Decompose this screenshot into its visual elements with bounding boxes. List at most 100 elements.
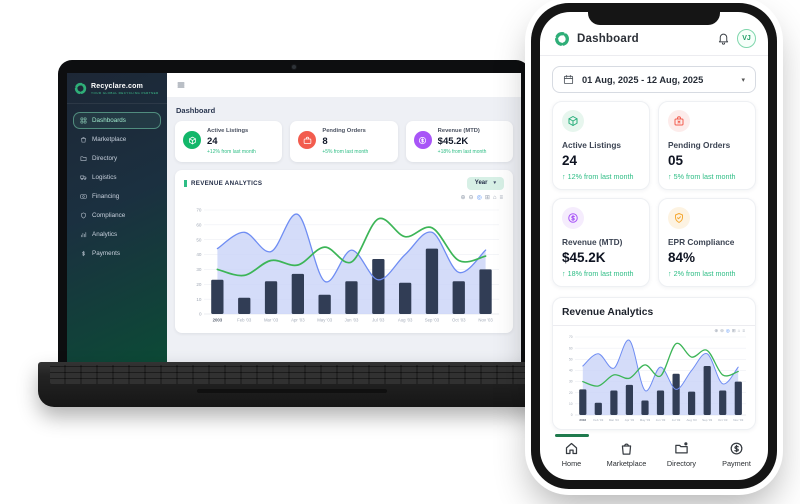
svg-text:Sep '03: Sep '03 [425, 317, 440, 322]
revenue-analytics-chart[interactable]: 0 10 20 30 40 50 60 70 2003 Feb '03 Mar '03 Apr '03… [184, 203, 504, 327]
stat-value: $45.2K [562, 250, 606, 265]
sidebar-item-directory[interactable]: Directory [73, 150, 161, 167]
stat-icon-circle [562, 110, 584, 132]
phone-screen: Dashboard VJ 01 Aug, 2025 - 12 Aug, 2025… [540, 12, 768, 480]
avatar[interactable]: VJ [737, 29, 756, 48]
stat-card[interactable]: EPR Compliance 84% ↑ 2% from last month [658, 198, 756, 287]
pan-icon[interactable]: ⊞ [731, 328, 736, 333]
sidebar-item-compliance[interactable]: Compliance [73, 207, 161, 224]
svg-text:Aug '03: Aug '03 [687, 418, 697, 422]
sidebar-item-analytics[interactable]: Analytics [73, 226, 161, 243]
bottom-nav: Home Marketplace Directory Payment [540, 434, 768, 480]
zoom-icon[interactable]: ◎ [476, 194, 482, 201]
svg-text:Nov '03: Nov '03 [478, 317, 493, 322]
sidebar-item-marketplace[interactable]: Marketplace [73, 131, 161, 148]
svg-text:Mar '03: Mar '03 [609, 418, 619, 422]
shield-check-icon [673, 212, 685, 224]
svg-text:Jun '03: Jun '03 [345, 317, 359, 322]
stat-delta: +5% from last month [322, 148, 369, 155]
menu-icon[interactable]: ≡ [499, 194, 503, 201]
phone-revenue-chart[interactable]: 0 10 20 30 40 50 60 70 2003 Feb '03 Mar '03 Apr '03… [562, 333, 746, 425]
stat-icon-circle [413, 131, 432, 149]
stat-delta: +12% from last month [207, 148, 256, 155]
stat-delta: ↑ 5% from last month [668, 172, 736, 181]
nav-item-marketplace[interactable]: Marketplace [599, 441, 654, 468]
stat-card[interactable]: Revenue (MTD) $45.2K ↑ 18% from last mon… [552, 198, 650, 287]
stat-card[interactable]: Pending Orders 05 ↑ 5% from last month [658, 101, 756, 190]
zoom-in-icon[interactable]: ⊕ [460, 194, 466, 201]
stat-label: Revenue (MTD) [437, 128, 480, 134]
phone-notch [588, 12, 720, 25]
svg-text:Aug '03: Aug '03 [398, 317, 413, 322]
logistics-icon [80, 174, 87, 181]
svg-text:Jun '03: Jun '03 [656, 418, 666, 422]
nav-label: Marketplace [606, 459, 647, 468]
zoom-out-icon[interactable]: ⊖ [720, 328, 724, 333]
financing-icon [80, 193, 87, 200]
stat-label: Pending Orders [668, 140, 731, 150]
briefcase-x-icon [673, 115, 685, 127]
nav-label: Payment [722, 459, 751, 468]
zoom-out-icon[interactable]: ⊖ [468, 194, 474, 201]
pan-icon[interactable]: ⊞ [484, 194, 490, 201]
laptop-screen: Recyclare.com YOUR GLOBAL RECYCLING PART… [58, 60, 530, 362]
svg-text:May '03: May '03 [317, 317, 333, 322]
dollar-icon [567, 212, 579, 224]
date-range-picker[interactable]: 01 Aug, 2025 - 12 Aug, 2025 ▾ [552, 66, 756, 93]
recycle-logo-icon [74, 82, 87, 95]
phone-analytics-title: Revenue Analytics [562, 307, 654, 318]
briefcase-icon [303, 136, 312, 145]
stat-card[interactable]: Active Listings 24 ↑ 12% from last month [552, 101, 650, 190]
revenue-analytics-panel: REVENUE ANALYTICS Year ▾ ⊕ ⊖ ◎ ⊞ ⌂ ≡ 0 10 20 30 4… [175, 169, 513, 333]
range-selector-dropdown[interactable]: Year ▾ [466, 176, 504, 190]
svg-text:60: 60 [196, 222, 202, 227]
nav-label: Directory [666, 459, 697, 468]
phone-header: Dashboard VJ [540, 12, 768, 56]
laptop-keyboard-base [38, 362, 545, 407]
svg-text:20: 20 [569, 391, 573, 395]
stat-delta: +18% from last month [437, 148, 487, 155]
stat-card[interactable]: Pending Orders 8 +5% from last month [290, 121, 398, 162]
stat-card[interactable]: Revenue (MTD) $45.2K +18% from last mont… [405, 121, 513, 162]
brand: Recyclare.com YOUR GLOBAL RECYCLING PART… [67, 73, 167, 104]
sidebar-item-financing[interactable]: Financing [73, 188, 161, 205]
svg-text:0: 0 [571, 413, 573, 417]
home-icon[interactable]: ⌂ [492, 194, 497, 201]
sidebar-item-payments[interactable]: Payments [73, 245, 161, 262]
active-nav-indicator [555, 434, 589, 437]
stat-card[interactable]: Active Listings 24 +12% from last month [175, 121, 283, 162]
sidebar-item-label: Analytics [92, 231, 118, 238]
svg-text:Sep '03: Sep '03 [702, 418, 712, 422]
sidebar-nav: Dashboards Marketplace Directory Logistics F… [67, 104, 167, 270]
menu-icon[interactable]: ≡ [742, 328, 745, 333]
zoom-icon[interactable]: ◎ [725, 328, 730, 333]
svg-text:30: 30 [196, 267, 202, 272]
notification-bell-icon[interactable] [717, 32, 730, 45]
nav-item-directory[interactable]: Directory [654, 441, 709, 468]
stat-label: Active Listings [207, 128, 249, 134]
stat-label: EPR Compliance [668, 237, 735, 247]
nav-item-payment[interactable]: Payment [709, 441, 764, 468]
svg-text:Jul '03: Jul '03 [672, 418, 681, 422]
sidebar-item-logistics[interactable]: Logistics [73, 169, 161, 186]
sidebar: Recyclare.com YOUR GLOBAL RECYCLING PART… [67, 73, 167, 362]
stat-icon-circle [668, 207, 690, 229]
brand-tagline: YOUR GLOBAL RECYCLING PARTNER [91, 90, 159, 95]
svg-text:Jul '03: Jul '03 [372, 317, 385, 322]
menu-icon[interactable] [176, 81, 186, 89]
svg-text:2003: 2003 [213, 317, 223, 322]
sidebar-item-label: Marketplace [92, 136, 127, 143]
svg-text:40: 40 [569, 369, 573, 373]
stat-label: Active Listings [562, 140, 622, 150]
sidebar-item-dashboards[interactable]: Dashboards [73, 112, 161, 129]
stat-value: 24 [562, 153, 578, 168]
svg-text:May '03: May '03 [640, 418, 651, 422]
nav-item-home[interactable]: Home [544, 441, 599, 468]
stat-delta: ↑ 2% from last month [668, 269, 736, 278]
sidebar-item-label: Compliance [92, 212, 126, 219]
stat-value: $45.2K [437, 135, 469, 147]
brand-name: Recyclare.com [91, 82, 144, 90]
home-icon[interactable]: ⌂ [737, 328, 741, 333]
zoom-in-icon[interactable]: ⊕ [714, 328, 719, 333]
svg-text:Feb '03: Feb '03 [237, 317, 252, 322]
